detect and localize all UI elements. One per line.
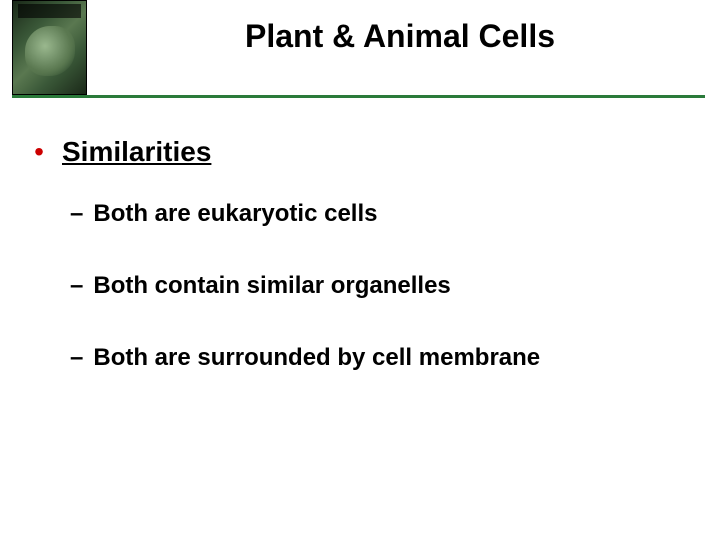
main-bullet-label: Similarities xyxy=(62,136,211,168)
bullet-dot-icon: • xyxy=(30,136,48,168)
logo-image xyxy=(12,0,87,95)
header-area: Plant & Animal Cells xyxy=(0,0,720,98)
slide-title: Plant & Animal Cells xyxy=(100,18,700,55)
dash-icon: – xyxy=(70,200,83,228)
dash-icon: – xyxy=(70,272,83,300)
sub-bullet: – Both are surrounded by cell membrane xyxy=(70,344,690,372)
sub-bullet-text: Both are surrounded by cell membrane xyxy=(93,344,540,372)
title-divider xyxy=(12,95,705,98)
dash-icon: – xyxy=(70,344,83,372)
sub-bullet-text: Both are eukaryotic cells xyxy=(93,200,377,228)
sub-bullet: – Both are eukaryotic cells xyxy=(70,200,690,228)
sub-bullet-text: Both contain similar organelles xyxy=(93,272,450,300)
content-area: • Similarities – Both are eukaryotic cel… xyxy=(0,98,720,372)
main-bullet: • Similarities xyxy=(30,136,690,168)
sub-bullet: – Both contain similar organelles xyxy=(70,272,690,300)
